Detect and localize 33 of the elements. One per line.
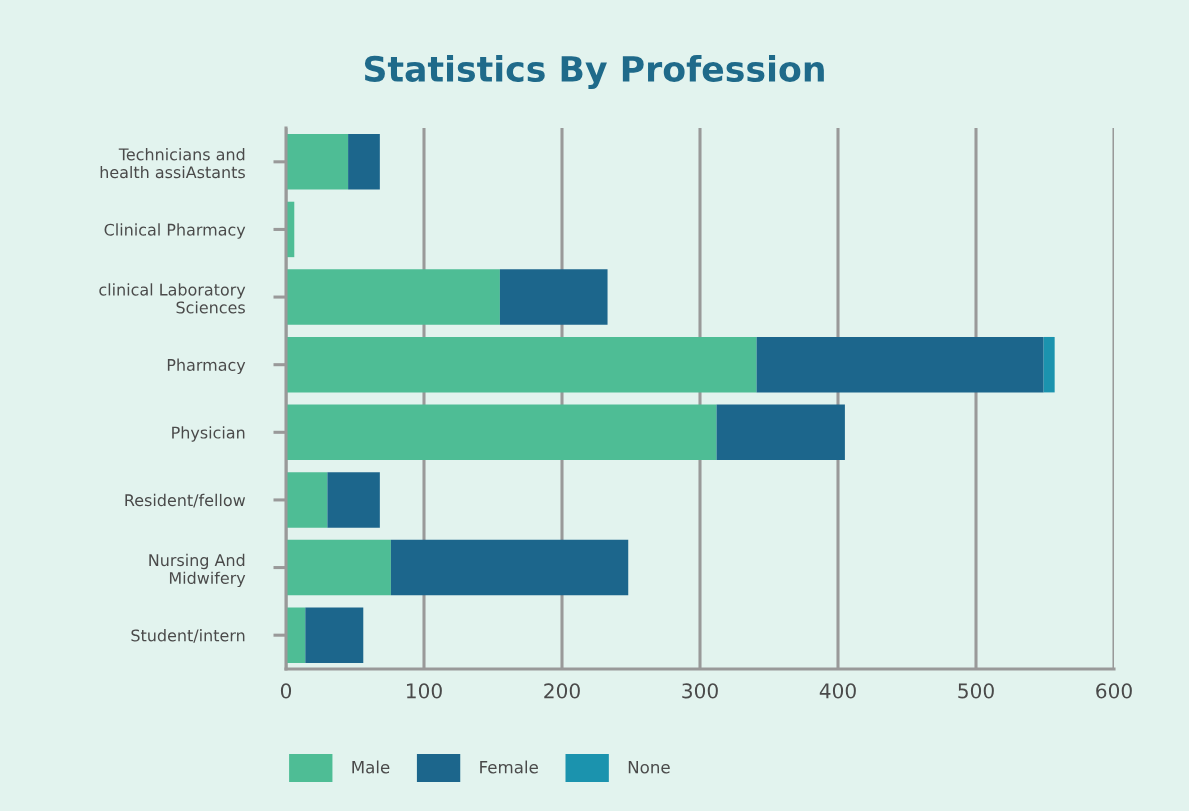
x-tick-label: 300	[682, 683, 718, 699]
bar	[499, 269, 608, 325]
bar	[305, 607, 364, 663]
bar	[286, 472, 328, 528]
bar	[327, 472, 380, 528]
y-tick-label: Resident/fellow	[125, 493, 246, 508]
bar	[348, 134, 380, 190]
x-tick-label: 0	[280, 683, 292, 699]
bar	[286, 134, 349, 190]
y-tick-label: Technicians and health assiAstants	[100, 148, 245, 179]
y-tick-label: clinical Laboratory Sciences	[99, 283, 246, 314]
bar	[716, 404, 845, 461]
y-tick-label: Student/intern	[131, 629, 245, 643]
x-tick-label: 200	[544, 683, 580, 699]
x-tick-label: 400	[819, 683, 856, 699]
legend-label: Male	[352, 760, 390, 774]
y-tick-label: Pharmacy	[167, 358, 246, 375]
y-tick-label: Nursing And Midwifery	[149, 553, 246, 588]
x-tick-label: 100	[406, 683, 442, 699]
x-tick-label: 500	[958, 683, 994, 699]
bar	[286, 336, 757, 393]
legend-label: Female	[480, 760, 538, 774]
x-tick-label: 600	[1096, 683, 1132, 699]
bar	[286, 269, 500, 325]
y-tick-label: Clinical Pharmacy	[104, 223, 246, 239]
bar	[390, 539, 629, 596]
bar	[286, 404, 717, 461]
bar	[756, 336, 1044, 393]
legend-label: None	[628, 761, 670, 774]
chart-title: Statistics By Profession	[364, 55, 824, 89]
bar	[1043, 336, 1055, 393]
bar	[286, 539, 391, 596]
y-tick-label: Physician	[172, 426, 245, 442]
